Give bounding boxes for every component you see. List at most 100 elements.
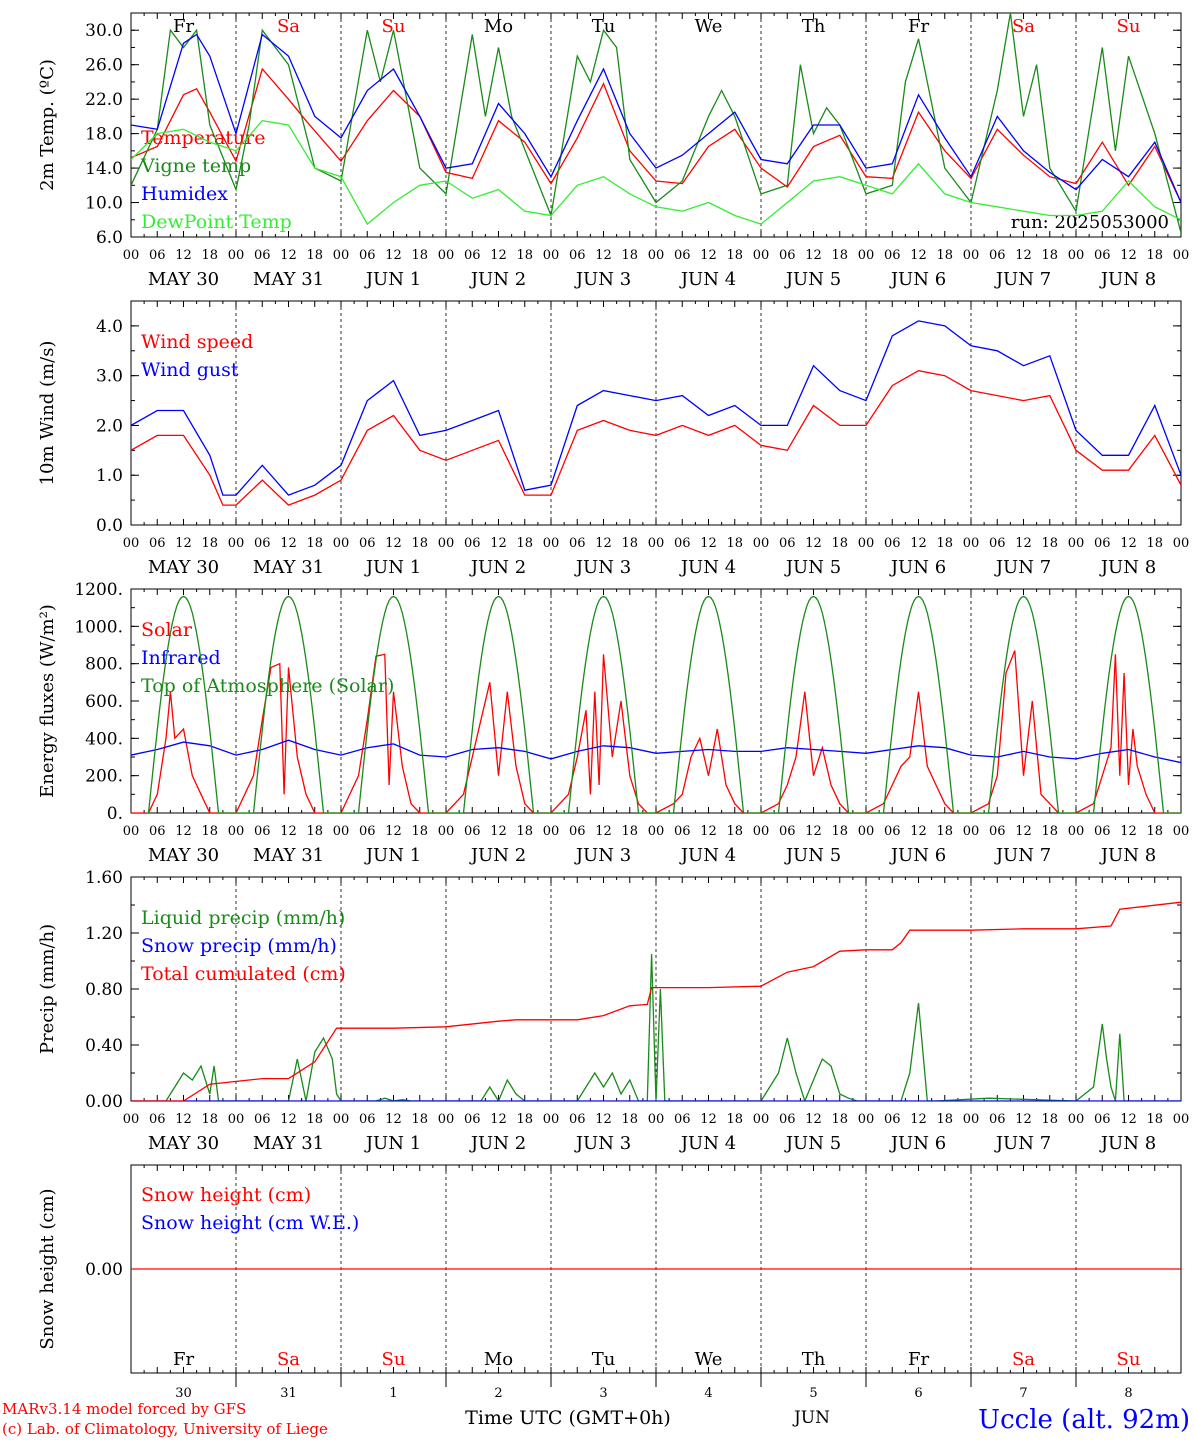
x-hour-label: 18 bbox=[1041, 1112, 1058, 1127]
x-hour-label: 18 bbox=[411, 536, 428, 551]
weekday-label: Tu bbox=[592, 16, 616, 37]
x-hour-label: 18 bbox=[306, 1112, 323, 1127]
x-hour-label: 06 bbox=[779, 1112, 796, 1127]
x-hour-label: 18 bbox=[936, 536, 953, 551]
x-hour-label: 00 bbox=[1173, 824, 1190, 839]
x-hour-label: 12 bbox=[280, 824, 297, 839]
run-annotation: run: 2025053000 bbox=[1011, 212, 1169, 233]
x-date-label: JUN 5 bbox=[784, 1133, 841, 1154]
x-date-label: JUN 5 bbox=[784, 269, 841, 290]
x-hour-label: 06 bbox=[1094, 824, 1111, 839]
x-date-label: MAY 31 bbox=[253, 845, 324, 866]
day-number-label: 6 bbox=[914, 1386, 922, 1401]
weekday-label: Sa bbox=[1012, 1349, 1035, 1370]
x-date-label: JUN 6 bbox=[889, 269, 946, 290]
x-hour-label: 06 bbox=[989, 824, 1006, 839]
x-hour-label: 00 bbox=[963, 1112, 980, 1127]
x-hour-label: 00 bbox=[543, 536, 560, 551]
x-hour-label: 18 bbox=[936, 1112, 953, 1127]
x-date-label: JUN 3 bbox=[574, 557, 631, 578]
x-hour-label: 00 bbox=[1068, 536, 1085, 551]
plot-frame bbox=[130, 588, 1182, 814]
x-hour-label: 06 bbox=[359, 248, 376, 263]
weekday-label: Sa bbox=[277, 1349, 300, 1370]
y-axis-title: 2m Temp. (ºC) bbox=[37, 59, 58, 191]
y-tick-label: 1200. bbox=[74, 580, 123, 600]
x-hour-label: 18 bbox=[1146, 1112, 1163, 1127]
x-hour-label: 12 bbox=[595, 536, 612, 551]
weekday-label: Su bbox=[382, 16, 406, 37]
series-line-humidex bbox=[131, 33, 1181, 203]
x-hour-label: 00 bbox=[648, 536, 665, 551]
x-hour-label: 12 bbox=[700, 248, 717, 263]
x-hour-label: 00 bbox=[648, 248, 665, 263]
x-hour-label: 00 bbox=[753, 1112, 770, 1127]
x-hour-label: 00 bbox=[123, 1112, 140, 1127]
y-axis-title: Precip (mm/h) bbox=[37, 924, 58, 1054]
chart-panel-3: 0. 200. 400. 600. 800. 1000. 1200. Energy fluxe… bbox=[37, 580, 1190, 866]
x-hour-label: 12 bbox=[1015, 824, 1032, 839]
weekday-label: Su bbox=[382, 1349, 406, 1370]
credit-model: MARv3.14 model forced by GFS bbox=[2, 1400, 246, 1418]
x-hour-label: 12 bbox=[385, 824, 402, 839]
x-hour-label: 12 bbox=[595, 1112, 612, 1127]
x-hour-label: 18 bbox=[621, 824, 638, 839]
y-tick-label: 18.0 bbox=[85, 125, 123, 145]
legend-entry: Infrared bbox=[141, 647, 221, 669]
x-hour-label: 00 bbox=[123, 248, 140, 263]
weekday-label: Fr bbox=[908, 1349, 929, 1370]
x-date-label: JUN 2 bbox=[469, 269, 526, 290]
weekday-label: Su bbox=[1117, 16, 1141, 37]
day-number-label: 2 bbox=[494, 1386, 502, 1401]
x-date-label: JUN 8 bbox=[1099, 845, 1156, 866]
weekday-label: We bbox=[695, 1349, 723, 1370]
x-hour-label: 18 bbox=[1146, 248, 1163, 263]
x-date-label: MAY 31 bbox=[253, 1133, 324, 1154]
x-hour-label: 18 bbox=[516, 1112, 533, 1127]
x-date-label: MAY 30 bbox=[148, 269, 219, 290]
x-hour-label: 00 bbox=[1068, 824, 1085, 839]
x-hour-label: 18 bbox=[411, 824, 428, 839]
x-hour-label: 18 bbox=[411, 248, 428, 263]
x-hour-label: 12 bbox=[490, 824, 507, 839]
footer: MARv3.14 model forced by GFS (c) Lab. of… bbox=[2, 1400, 1190, 1438]
x-hour-label: 06 bbox=[1094, 1112, 1111, 1127]
x-date-label: JUN 7 bbox=[994, 1133, 1051, 1154]
x-hour-label: 06 bbox=[989, 536, 1006, 551]
x-hour-label: 12 bbox=[1120, 824, 1137, 839]
series-line-wind-speed bbox=[131, 370, 1181, 506]
day-number-label: 1 bbox=[389, 1386, 397, 1401]
y-tick-label: 3.0 bbox=[96, 367, 123, 387]
weekday-label: Mo bbox=[484, 1349, 513, 1370]
x-hour-label: 06 bbox=[359, 1112, 376, 1127]
x-hour-label: 06 bbox=[464, 824, 481, 839]
legend-entry: Solar bbox=[141, 619, 193, 641]
day-number-label: 30 bbox=[175, 1386, 192, 1401]
x-hour-label: 12 bbox=[595, 248, 612, 263]
x-date-label: JUN 7 bbox=[994, 557, 1051, 578]
x-hour-label: 18 bbox=[516, 248, 533, 263]
x-hour-label: 18 bbox=[516, 536, 533, 551]
x-date-label: JUN 2 bbox=[469, 845, 526, 866]
series-line-dewpoint-temp bbox=[131, 120, 1181, 226]
x-hour-label: 18 bbox=[726, 536, 743, 551]
series-line-wind-gust bbox=[131, 320, 1181, 496]
x-hour-label: 12 bbox=[700, 824, 717, 839]
x-hour-label: 00 bbox=[648, 824, 665, 839]
weekday-label: Sa bbox=[1012, 16, 1035, 37]
y-tick-label: 0.0 bbox=[96, 516, 123, 536]
y-tick-label: 26.0 bbox=[85, 56, 123, 76]
weekday-label: Th bbox=[802, 16, 826, 37]
x-date-label: JUN 1 bbox=[364, 557, 421, 578]
x-hour-label: 06 bbox=[569, 248, 586, 263]
station-name: Uccle (alt. 92m) bbox=[978, 1405, 1190, 1435]
x-hour-label: 06 bbox=[989, 248, 1006, 263]
y-tick-label: 30.0 bbox=[85, 21, 123, 41]
x-hour-label: 18 bbox=[621, 248, 638, 263]
x-hour-label: 06 bbox=[779, 536, 796, 551]
legend-entry: Snow height (cm W.E.) bbox=[141, 1212, 359, 1234]
x-date-label: JUN 8 bbox=[1099, 269, 1156, 290]
day-number-label: 8 bbox=[1124, 1386, 1132, 1401]
x-date-label: MAY 31 bbox=[253, 557, 324, 578]
x-hour-label: 18 bbox=[201, 536, 218, 551]
